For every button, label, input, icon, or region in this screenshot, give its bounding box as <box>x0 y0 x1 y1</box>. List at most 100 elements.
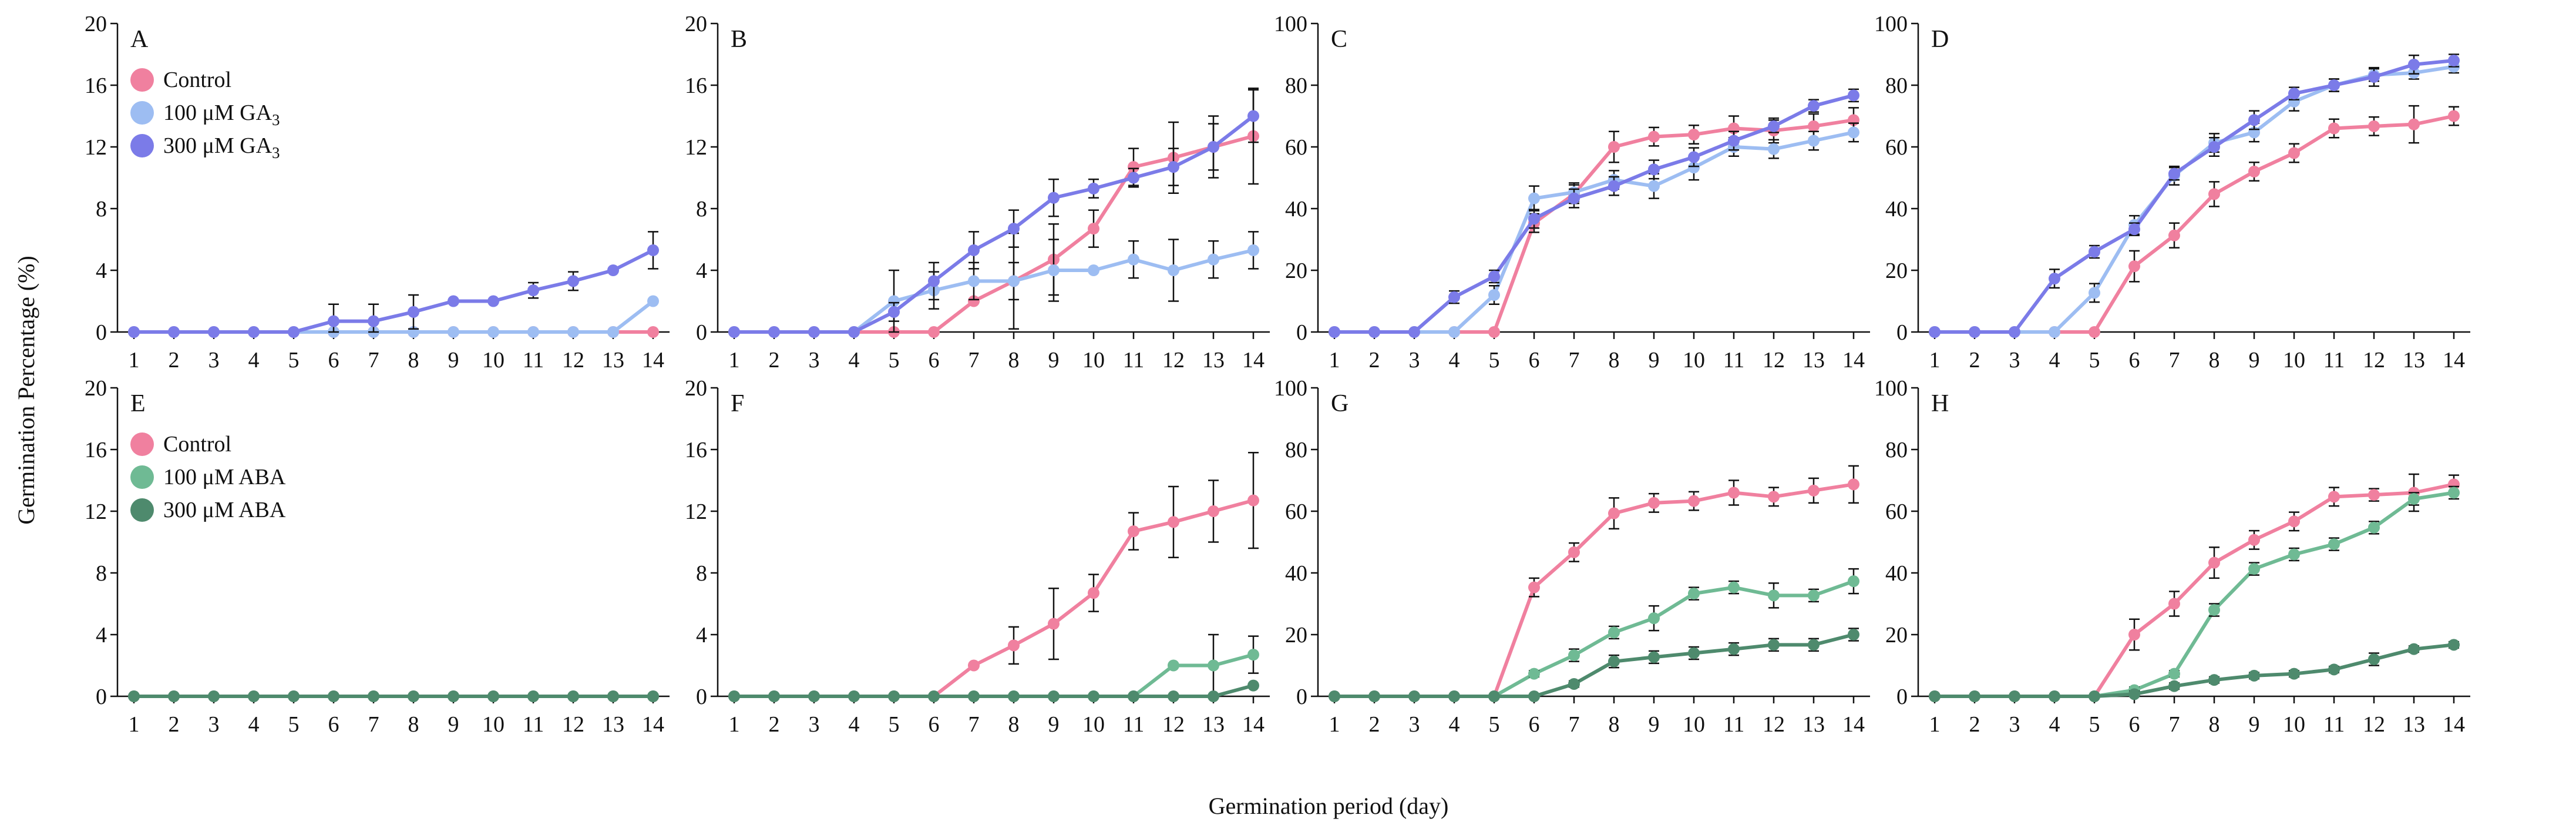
x-tick-label: 11 <box>523 348 544 373</box>
x-tick-label: 1 <box>1929 348 1941 373</box>
x-tick-label: 3 <box>2009 712 2020 737</box>
legend-subscript: 3 <box>272 144 280 162</box>
x-tick-label: 3 <box>1409 348 1420 373</box>
data-point <box>408 306 419 318</box>
legend-label: 100 μM GA3 <box>163 100 280 129</box>
data-point <box>1448 291 1460 303</box>
data-point <box>607 326 619 338</box>
x-tick-label: 4 <box>248 348 260 373</box>
x-tick-label: 9 <box>448 348 459 373</box>
series-line <box>1334 93 1854 334</box>
data-point <box>2049 326 2060 338</box>
y-tick-label: 12 <box>85 499 107 524</box>
data-point <box>527 326 539 338</box>
series-control <box>728 88 1259 338</box>
data-point <box>1168 161 1179 173</box>
data-point <box>1688 647 1700 659</box>
y-tick-label: 40 <box>1285 197 1307 222</box>
x-tick-label: 10 <box>482 712 505 737</box>
x-tick-label: 8 <box>1008 712 1020 737</box>
x-tick-label: 9 <box>1048 348 1060 373</box>
y-tick-label: 0 <box>696 685 707 709</box>
x-tick-label: 14 <box>1242 348 1265 373</box>
legend-marker <box>130 465 154 489</box>
y-tick-label: 40 <box>1285 561 1307 586</box>
data-point <box>1088 264 1099 276</box>
data-point <box>2288 668 2300 680</box>
y-tick-label: 4 <box>96 259 107 283</box>
series-aba100 <box>1929 485 2460 702</box>
data-point <box>968 275 980 287</box>
x-tick-label: 12 <box>2363 348 2385 373</box>
x-tick-label: 1 <box>729 348 740 373</box>
data-point <box>2128 223 2140 236</box>
y-tick-label: 4 <box>696 259 707 283</box>
x-tick-label: 3 <box>208 712 220 737</box>
data-point <box>2168 680 2180 692</box>
x-tick-label: 7 <box>2169 712 2180 737</box>
data-point <box>1247 110 1259 122</box>
data-point <box>968 659 980 672</box>
x-tick-label: 13 <box>1802 712 1825 737</box>
series-control <box>1929 473 2460 702</box>
series-aba300 <box>128 690 659 702</box>
x-tick-label: 10 <box>482 348 505 373</box>
data-point <box>527 284 539 297</box>
x-tick-label: 13 <box>1202 712 1225 737</box>
data-point <box>1448 690 1460 702</box>
series-ga300 <box>1329 88 1859 338</box>
data-point <box>2288 88 2300 100</box>
data-point <box>1568 192 1580 204</box>
x-tick-label: 8 <box>1008 348 1020 373</box>
data-point <box>248 690 260 702</box>
x-tick-label: 8 <box>408 348 419 373</box>
y-tick-label: 20 <box>1885 259 1908 283</box>
x-tick-label: 8 <box>2209 348 2220 373</box>
data-point <box>2208 604 2220 616</box>
x-tick-label: 7 <box>1569 348 1580 373</box>
data-point <box>1247 649 1259 661</box>
data-point <box>647 295 659 307</box>
x-tick-label: 5 <box>1489 348 1500 373</box>
series-line <box>1334 633 1854 698</box>
data-point <box>2448 110 2460 122</box>
legend-marker <box>130 134 154 157</box>
x-tick-label: 5 <box>2089 712 2100 737</box>
data-point <box>1528 213 1540 225</box>
data-point <box>928 326 940 338</box>
legend-marker <box>130 498 154 522</box>
data-point <box>1488 289 1500 301</box>
data-point <box>1608 626 1620 639</box>
data-point <box>1608 655 1620 668</box>
data-point <box>1528 192 1540 204</box>
data-point <box>1247 244 1259 256</box>
series-ga300 <box>728 89 1259 338</box>
data-point <box>1208 690 1219 702</box>
data-point <box>1969 690 1980 702</box>
series-ga100 <box>1329 122 1859 338</box>
data-point <box>1568 678 1580 690</box>
data-point <box>1768 639 1780 651</box>
data-point <box>1808 484 1820 497</box>
data-point <box>168 690 180 702</box>
data-point <box>1808 589 1820 602</box>
data-point <box>2248 563 2260 575</box>
data-point <box>2368 120 2380 132</box>
data-point <box>1728 135 1740 147</box>
data-point <box>1768 120 1780 132</box>
series-aba300 <box>728 679 1259 702</box>
data-point <box>1969 326 1980 338</box>
x-tick-label: 4 <box>849 348 860 373</box>
x-tick-label: 6 <box>2129 712 2140 737</box>
data-point <box>968 295 980 307</box>
x-tick-label: 9 <box>1048 712 1060 737</box>
data-point <box>1568 649 1580 662</box>
x-tick-label: 14 <box>2443 712 2465 737</box>
data-point <box>1648 612 1660 625</box>
x-tick-label: 9 <box>2249 348 2260 373</box>
y-tick-label: 8 <box>96 197 107 222</box>
data-point <box>1688 151 1700 163</box>
data-point <box>1528 581 1540 593</box>
series-aba300 <box>1329 628 1859 702</box>
